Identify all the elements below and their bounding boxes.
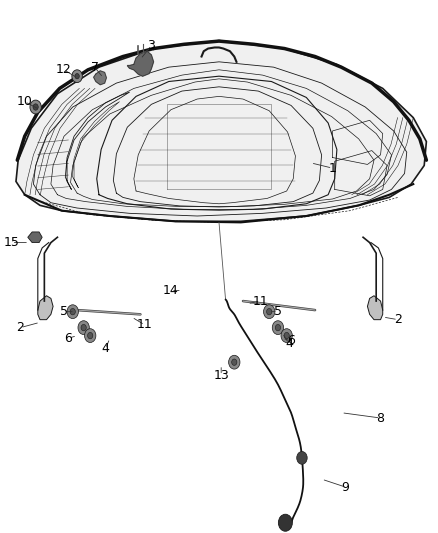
Text: 11: 11	[253, 295, 268, 308]
Circle shape	[67, 305, 78, 319]
Circle shape	[30, 100, 41, 114]
Text: 4: 4	[102, 342, 110, 356]
Text: 2: 2	[394, 313, 402, 326]
Polygon shape	[28, 232, 42, 243]
Circle shape	[229, 356, 240, 369]
Text: 6: 6	[287, 334, 295, 348]
Text: 14: 14	[163, 284, 179, 297]
Circle shape	[72, 70, 82, 83]
Text: 13: 13	[213, 369, 229, 382]
Text: 5: 5	[274, 305, 282, 318]
Circle shape	[279, 514, 292, 531]
Circle shape	[78, 321, 89, 335]
Text: 3: 3	[148, 39, 155, 52]
Circle shape	[297, 451, 307, 464]
Text: 2: 2	[16, 321, 24, 334]
Text: 8: 8	[377, 411, 385, 424]
Circle shape	[267, 309, 272, 315]
Text: 7: 7	[91, 61, 99, 74]
Circle shape	[81, 325, 86, 331]
Circle shape	[33, 104, 38, 110]
Text: 6: 6	[64, 332, 72, 345]
Text: 1: 1	[328, 161, 336, 175]
Circle shape	[276, 325, 281, 331]
Text: 9: 9	[342, 481, 350, 494]
Circle shape	[281, 329, 292, 343]
Circle shape	[264, 305, 275, 319]
Polygon shape	[94, 71, 106, 85]
Polygon shape	[127, 51, 153, 76]
Text: 4: 4	[285, 337, 293, 350]
Circle shape	[272, 321, 284, 335]
Circle shape	[70, 309, 75, 315]
Polygon shape	[367, 296, 383, 320]
Text: 11: 11	[137, 319, 153, 332]
Text: 5: 5	[60, 305, 68, 318]
Circle shape	[284, 333, 289, 339]
Text: 15: 15	[4, 236, 20, 249]
Text: 10: 10	[17, 95, 33, 108]
Circle shape	[75, 74, 79, 79]
Circle shape	[232, 359, 237, 366]
Circle shape	[88, 333, 93, 339]
Circle shape	[85, 329, 96, 343]
Polygon shape	[38, 296, 53, 320]
Polygon shape	[16, 41, 426, 221]
Text: 12: 12	[56, 63, 72, 76]
